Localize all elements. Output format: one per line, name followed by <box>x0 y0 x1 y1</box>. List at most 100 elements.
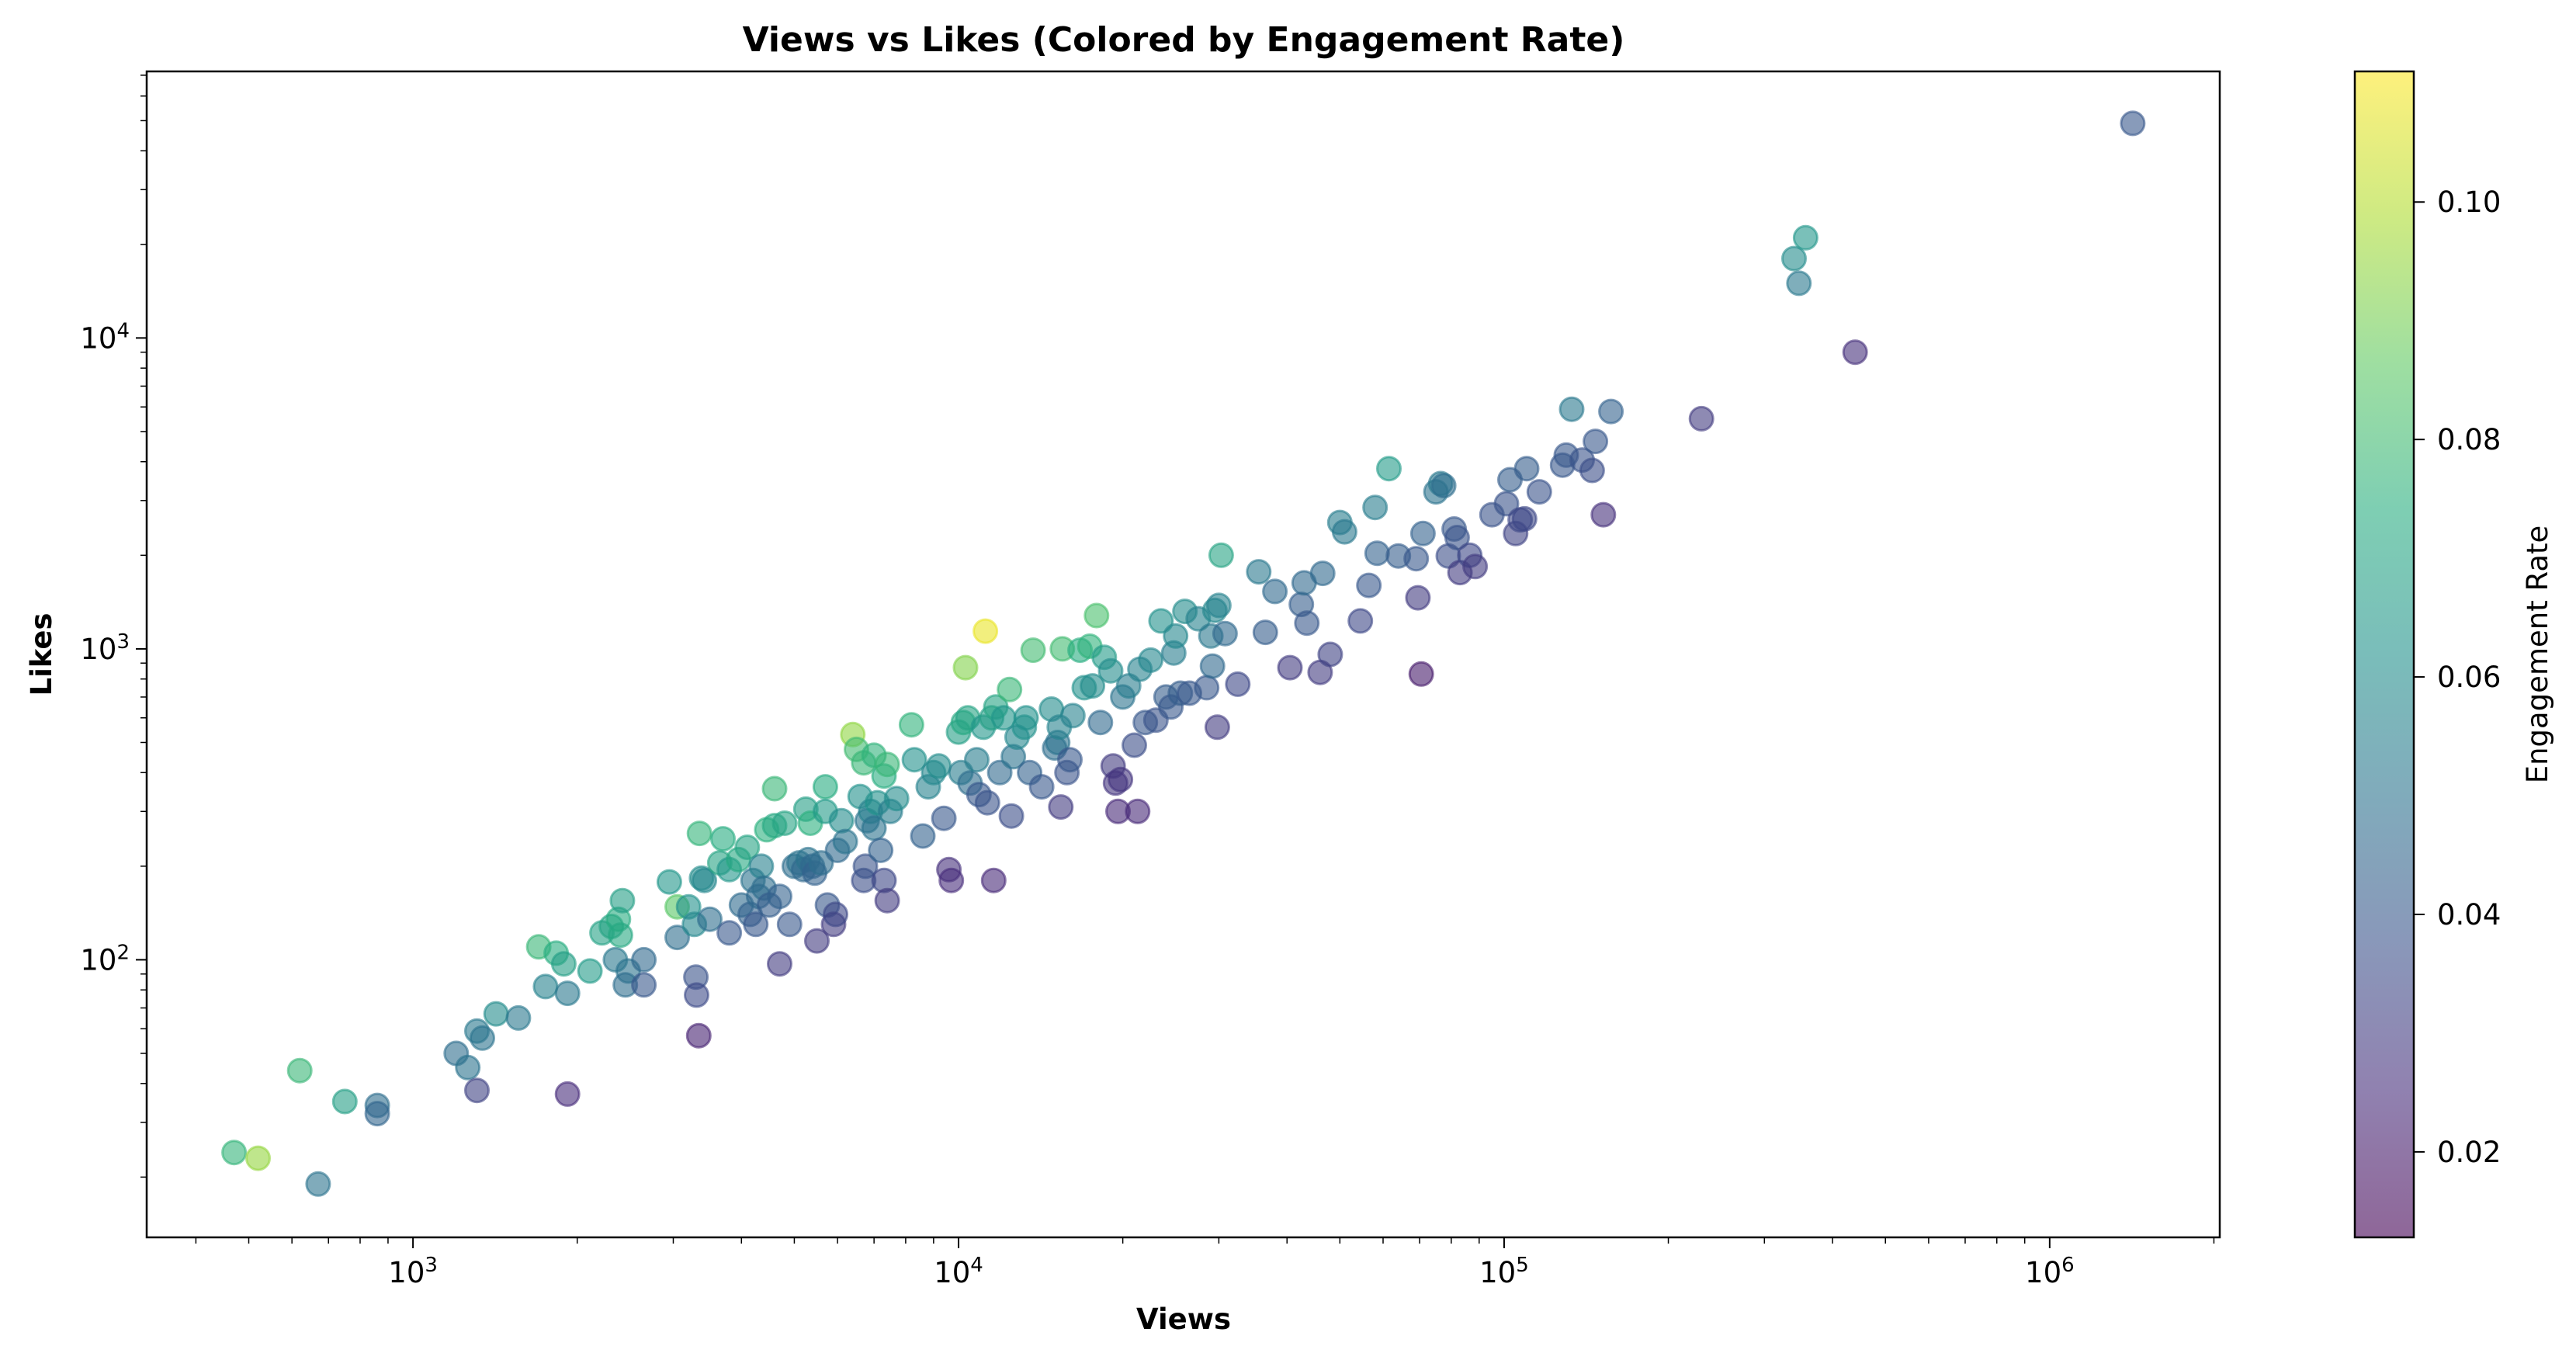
x-tick-label: 106 <box>2025 1254 2075 1289</box>
data-point <box>607 922 633 949</box>
data-point <box>664 925 690 951</box>
data-point <box>470 1025 495 1051</box>
data-point <box>832 828 858 855</box>
data-point <box>1526 479 1552 505</box>
data-point <box>964 747 990 773</box>
data-point <box>998 803 1025 829</box>
data-point <box>874 751 900 778</box>
data-point <box>1493 491 1520 517</box>
data-point <box>804 928 830 954</box>
data-point <box>1199 653 1226 679</box>
colorbar-tick-label: 0.06 <box>2437 661 2501 694</box>
data-point <box>686 821 712 847</box>
data-point <box>1842 339 1868 366</box>
data-point <box>554 1081 581 1107</box>
data-point <box>1403 546 1430 572</box>
colorbar-tick-label: 0.08 <box>2437 423 2501 456</box>
data-point <box>1409 520 1436 546</box>
data-point <box>710 826 736 852</box>
data-point <box>532 973 559 1000</box>
data-point <box>952 654 979 681</box>
data-point <box>974 789 1000 816</box>
data-point <box>761 775 788 802</box>
data-point <box>1781 245 1807 272</box>
data-point <box>1598 398 1624 425</box>
data-point <box>1212 620 1238 647</box>
data-point <box>1294 610 1320 637</box>
data-point <box>609 887 636 914</box>
data-point <box>776 911 803 938</box>
data-point <box>852 853 879 879</box>
data-point <box>1558 396 1585 422</box>
colorbar-label: Engagement Rate <box>2521 526 2554 784</box>
data-point <box>1246 559 1272 585</box>
x-axis-label: Views <box>1136 1303 1231 1336</box>
data-point <box>980 867 1007 893</box>
data-point <box>926 753 952 779</box>
data-point <box>1347 608 1374 634</box>
data-point <box>656 869 682 895</box>
data-point <box>767 951 792 977</box>
data-point <box>550 951 577 977</box>
data-point <box>898 712 924 738</box>
data-point <box>1331 519 1357 545</box>
colorbar-tick-label: 0.10 <box>2437 186 2501 219</box>
data-point <box>1430 473 1457 499</box>
data-point <box>1309 560 1336 587</box>
colorbar-ticks: 0.02 0.04 0.06 0.08 0.10 <box>2414 186 2501 1169</box>
data-point <box>883 786 910 812</box>
data-point <box>1277 654 1303 681</box>
colorbar-tick-label: 0.02 <box>2437 1136 2501 1169</box>
data-point <box>1513 456 1540 482</box>
data-point <box>577 958 603 984</box>
data-point <box>464 1077 490 1104</box>
data-point <box>771 810 798 836</box>
data-point <box>1317 641 1343 668</box>
data-point <box>1262 578 1288 605</box>
data-point <box>684 982 709 1008</box>
data-point <box>305 1171 331 1197</box>
data-point <box>1364 540 1390 567</box>
data-point <box>1792 224 1818 251</box>
data-point <box>1252 619 1278 646</box>
data-point <box>716 920 743 946</box>
data-points <box>221 110 2146 1197</box>
data-point <box>1208 542 1234 568</box>
data-point <box>938 867 965 893</box>
data-point <box>1579 457 1605 484</box>
y-tick-label: 104 <box>80 319 130 355</box>
data-point <box>1462 553 1489 580</box>
data-point <box>221 1140 248 1166</box>
data-point <box>1087 709 1114 736</box>
data-point <box>483 1001 509 1027</box>
data-point <box>812 774 838 800</box>
data-point <box>1376 456 1402 482</box>
data-point <box>2120 110 2146 137</box>
y-axis-ticks: 102 103 104 <box>80 75 147 1178</box>
data-point <box>1057 747 1083 773</box>
data-point <box>901 747 927 773</box>
data-point <box>1225 671 1251 697</box>
data-point <box>1122 732 1147 758</box>
data-point <box>910 823 936 849</box>
colorbar: 0.02 0.04 0.06 0.08 0.10 Engagement Rate <box>2353 70 2554 1239</box>
data-point <box>1080 673 1106 699</box>
colorbar-tick-label: 0.04 <box>2437 898 2501 932</box>
x-tick-label: 104 <box>934 1254 983 1289</box>
data-point <box>1362 494 1389 521</box>
data-point <box>1125 798 1151 824</box>
x-axis-ticks: 103 104 105 106 <box>195 1237 2215 1289</box>
x-tick-label: 105 <box>1479 1254 1529 1289</box>
data-point <box>1356 572 1382 598</box>
data-point <box>692 867 717 893</box>
data-point <box>1138 647 1164 673</box>
y-tick-label: 103 <box>80 630 130 666</box>
data-point <box>455 1054 481 1081</box>
data-point <box>1583 428 1609 455</box>
data-point <box>1097 657 1124 684</box>
data-point <box>1013 705 1039 731</box>
data-point <box>1786 270 1812 297</box>
data-point <box>1444 525 1470 550</box>
data-point <box>1204 714 1230 741</box>
